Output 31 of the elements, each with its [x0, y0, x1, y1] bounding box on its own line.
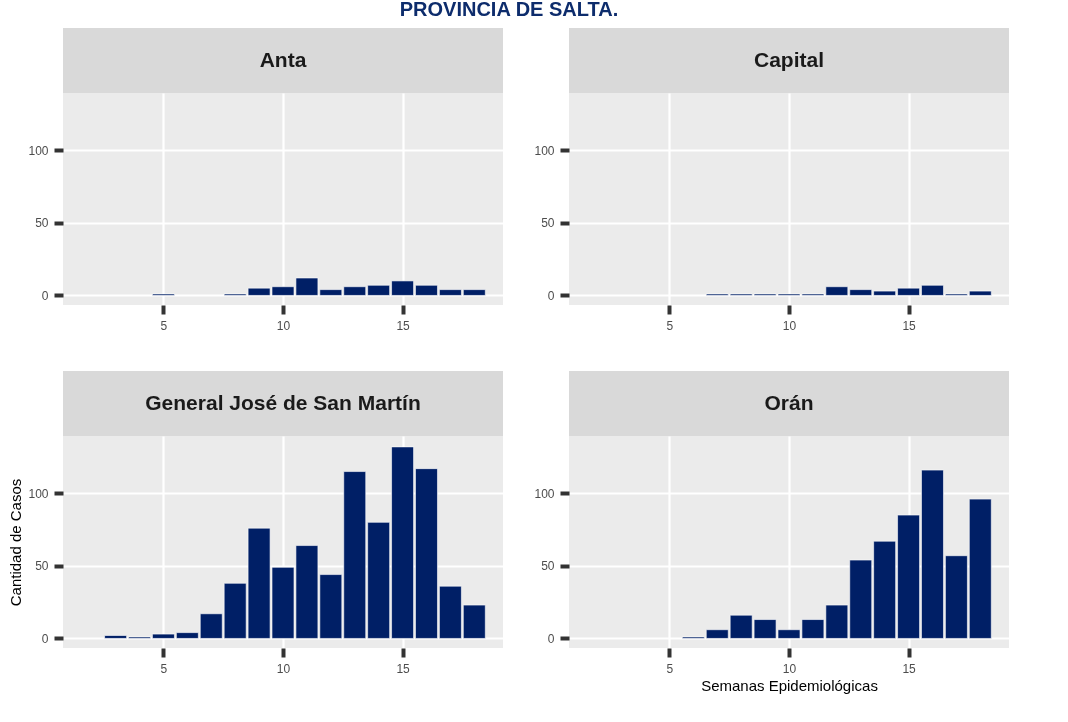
- x-tick-label: 5: [160, 661, 168, 676]
- y-tick-label: 0: [547, 631, 555, 646]
- y-tick-label: 0: [41, 288, 49, 303]
- x-tick-label: 10: [782, 661, 797, 676]
- chart-title: Anta: [259, 47, 307, 71]
- x-axis-title: Semanas Epidemiológicas: [701, 676, 878, 694]
- x-tick-label: 5: [666, 661, 674, 676]
- chart-title: General José de San Martín: [145, 390, 421, 414]
- y-tick-label: 0: [547, 288, 555, 303]
- x-tick-label: 15: [396, 318, 411, 333]
- y-tick-label: 50: [541, 216, 555, 231]
- text: PROVINCIA DE SALTA.: [399, 0, 619, 20]
- x-tick-label: 15: [902, 661, 917, 676]
- y-axis-title: Cantidad de Casos: [7, 478, 25, 607]
- y-tick-label: 50: [35, 559, 49, 574]
- x-tick-label: 15: [902, 318, 917, 333]
- y-tick-label: 100: [28, 143, 49, 158]
- chart-title: Orán: [764, 390, 814, 414]
- x-tick-label: 5: [666, 318, 674, 333]
- x-tick-label: 5: [160, 318, 168, 333]
- y-tick-label: 100: [534, 486, 555, 501]
- x-tick-label: 15: [396, 661, 411, 676]
- y-tick-label: 100: [534, 143, 555, 158]
- y-tick-label: 50: [35, 216, 49, 231]
- y-tick-label: 50: [541, 559, 555, 574]
- y-tick-label: 100: [28, 486, 49, 501]
- y-tick-label: 0: [41, 631, 49, 646]
- x-tick-label: 10: [276, 661, 291, 676]
- x-tick-label: 10: [276, 318, 291, 333]
- x-tick-label: 10: [782, 318, 797, 333]
- chart-title: Capital: [753, 47, 825, 71]
